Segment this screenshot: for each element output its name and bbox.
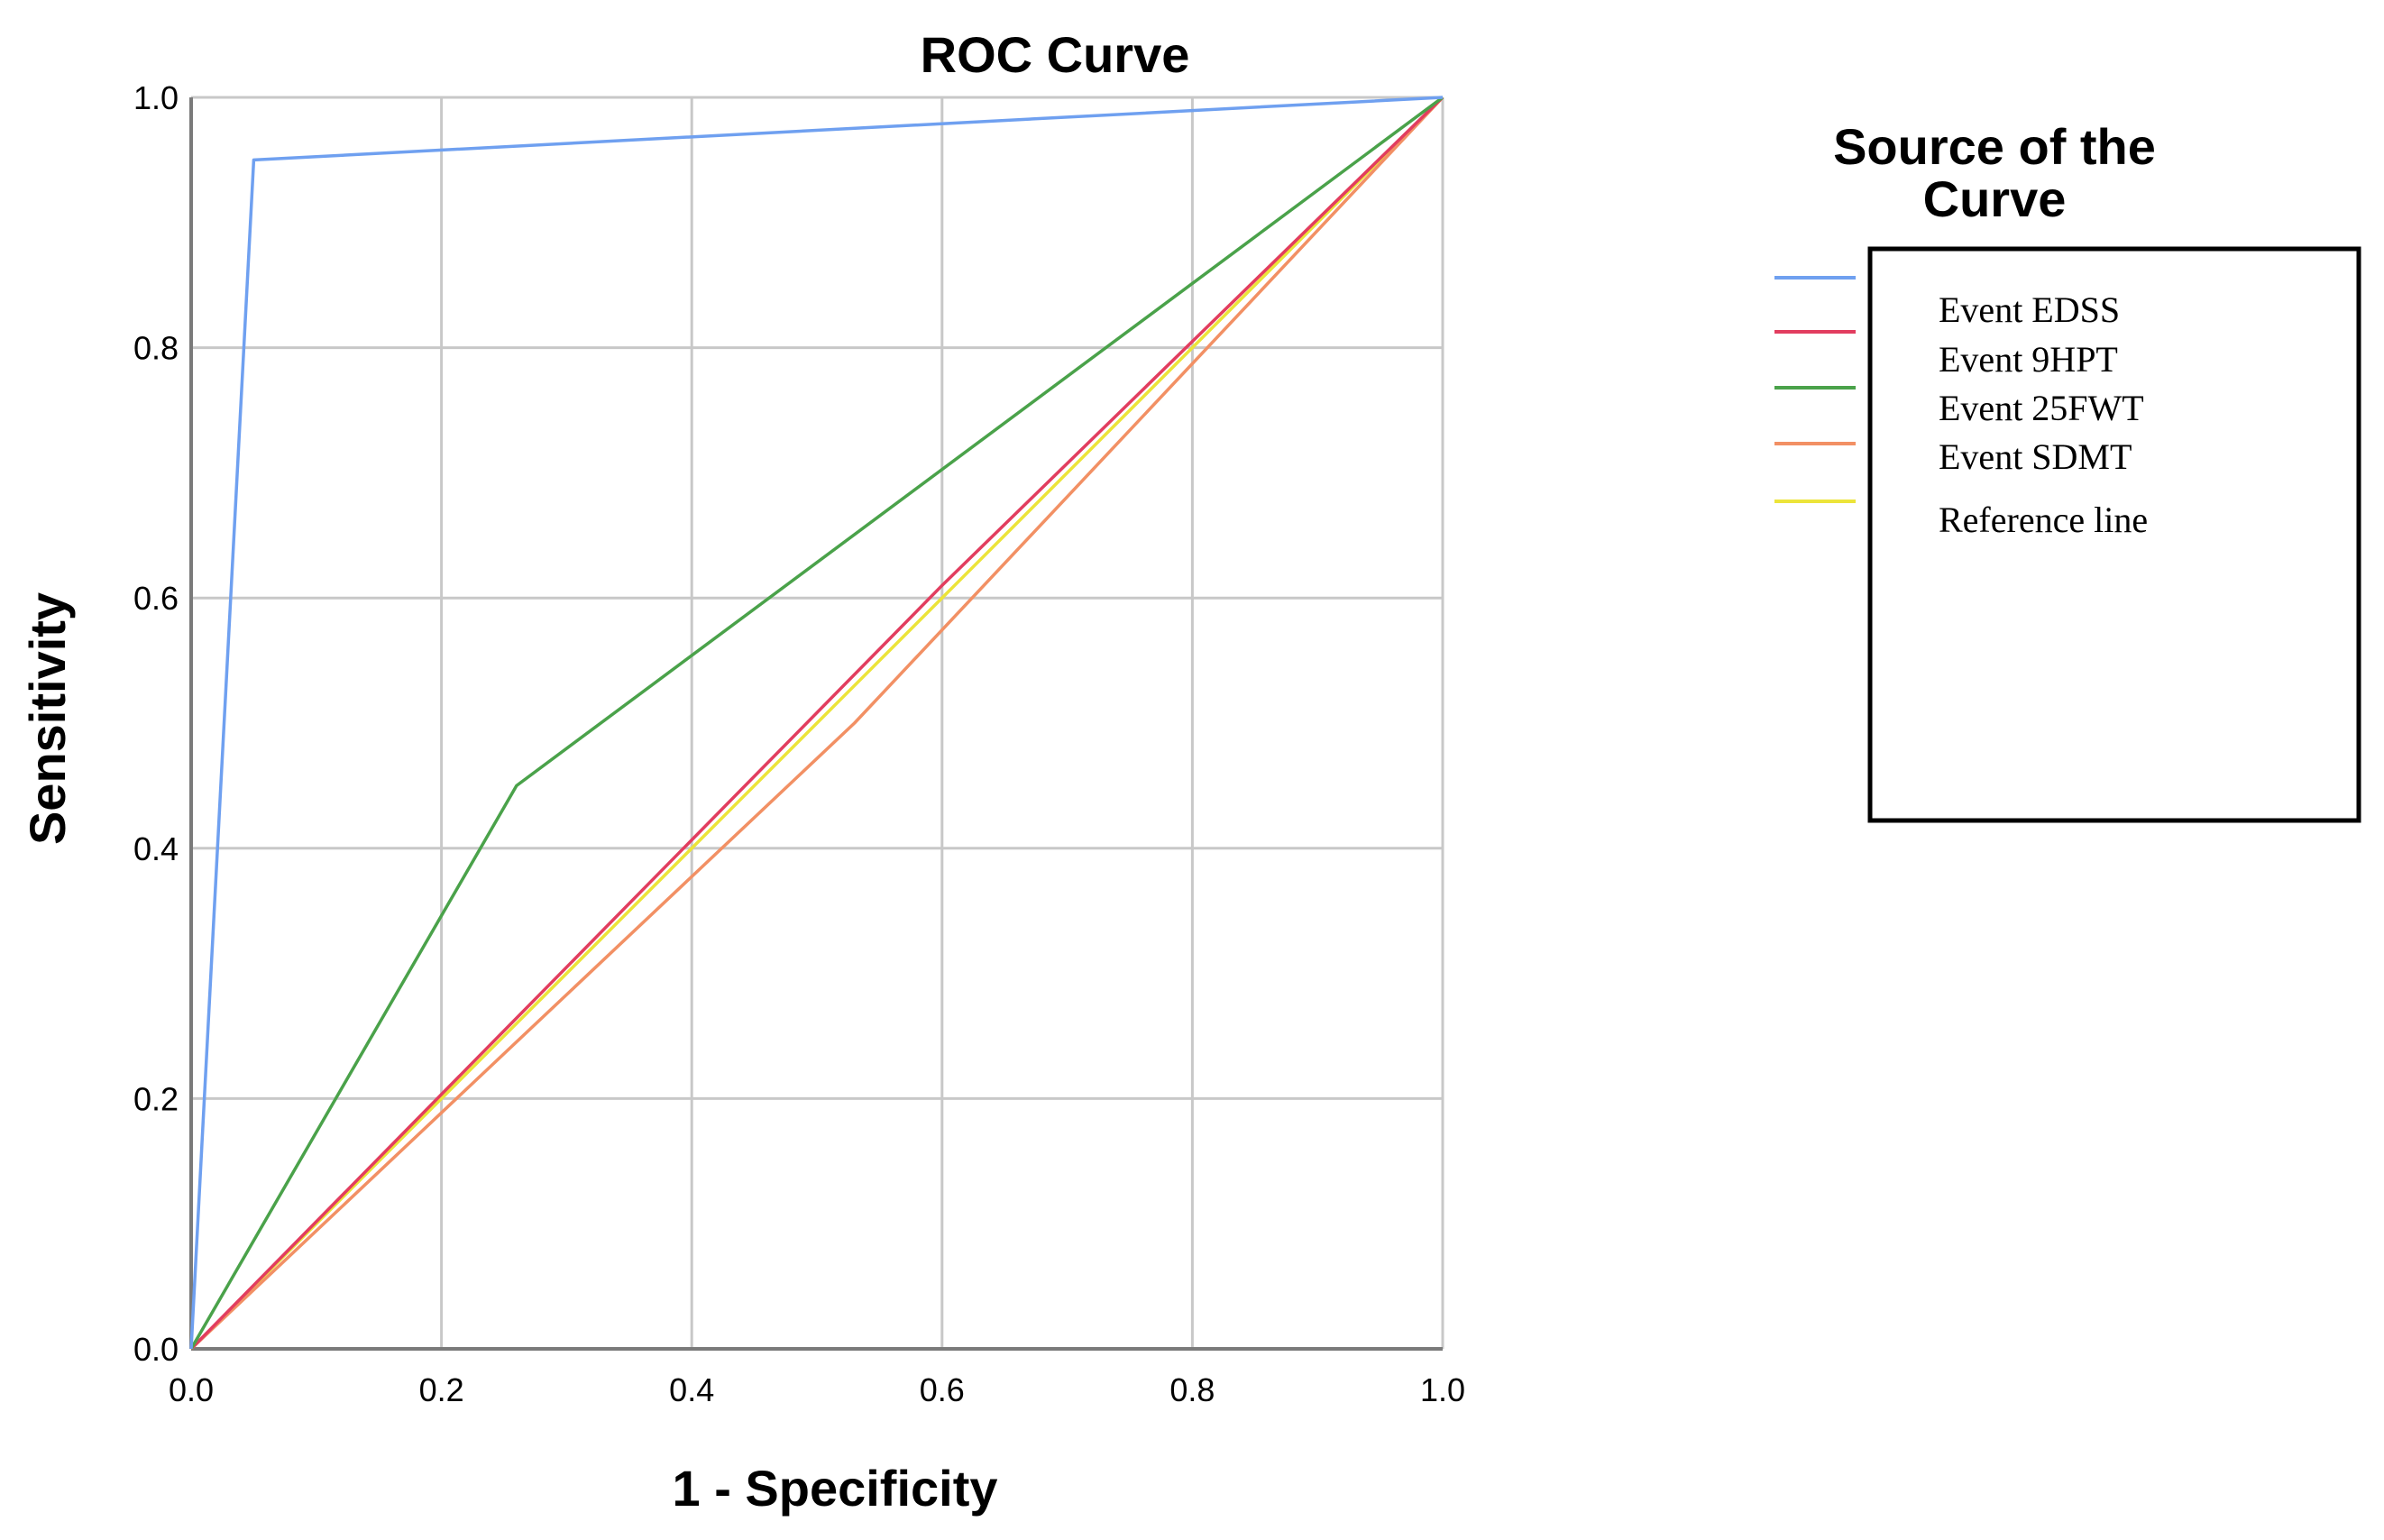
legend-label: Reference line [1939,500,2148,540]
legend-box [1867,246,2361,823]
y-axis-label: Sensitivity [19,592,76,845]
y-tick-label: 0.0 [133,1331,179,1368]
y-tick-label: 1.0 [133,79,179,116]
x-axis-label: 1 - Specificity [672,1460,997,1517]
legend-label: Event 9HPT [1939,339,2118,380]
legend-label: Event SDMT [1939,436,2132,477]
x-tick-label: 0.0 [169,1371,214,1408]
x-tick-label: 1.0 [1420,1371,1465,1408]
y-tick-label: 0.6 [133,580,179,617]
axes [189,97,1443,1351]
x-tick-label: 0.6 [920,1371,965,1408]
y-tick-label: 0.2 [133,1080,179,1117]
x-tick-label: 0.4 [669,1371,714,1408]
y-tick-label: 0.8 [133,330,179,367]
legend-title-line1: Source of the [1833,118,2156,175]
series-line-event-25fwt [189,96,1444,1350]
y-tick-label: 0.4 [133,830,179,867]
series-lines [189,96,1444,1351]
legend-label: Event 25FWT [1939,388,2144,428]
legend-entries: Event EDSS Event 9HPT Event 25FWT Event SDM… [1774,276,2148,540]
legend-title-line2: Curve [1923,170,2067,227]
chart-title: ROC Curve [921,26,1190,83]
legend-label: Event EDSS [1939,289,2120,330]
x-tick-label: 0.2 [419,1371,464,1408]
legend: Source of the Curve Event EDSS Event 9HPT… [1774,118,2361,823]
series-line-event-sdmt [189,96,1444,1351]
series-line-event-9hpt [189,96,1444,1351]
x-tick-labels: 0.0 0.2 0.4 0.6 0.8 1.0 [169,1371,1465,1408]
x-tick-label: 0.8 [1169,1371,1215,1408]
grid [191,96,1444,1349]
y-tick-labels: 0.0 0.2 0.4 0.6 0.8 1.0 [133,79,179,1368]
series-line-reference-line [189,96,1444,1351]
series-line-event-edss [189,96,1444,1350]
